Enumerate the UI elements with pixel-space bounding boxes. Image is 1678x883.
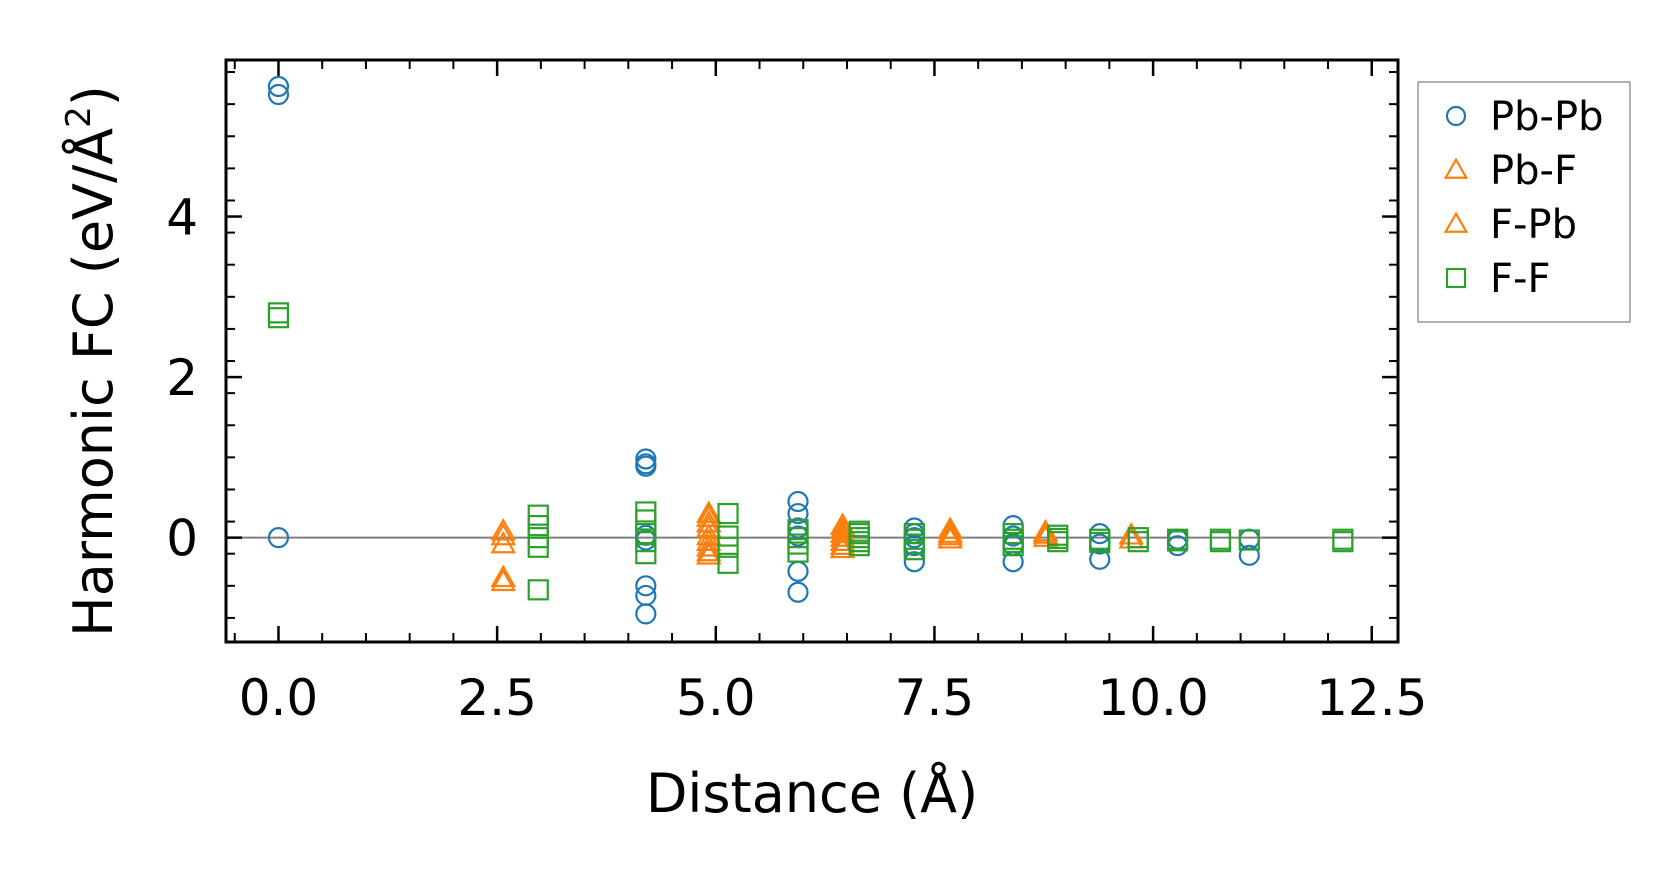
axes-frame <box>224 58 1400 644</box>
data-point <box>937 516 964 539</box>
data-point <box>490 518 517 541</box>
y-tick-label: 0 <box>166 510 198 568</box>
series-f-f <box>267 302 1354 601</box>
data-point <box>490 568 517 592</box>
tick-labels: 0.0 2.5 5.0 7.5 10.0 12.5 0 2 4 <box>166 189 1427 727</box>
data-point <box>787 541 809 563</box>
y-tick-label: 4 <box>166 189 198 247</box>
y-axis-label: Harmonic FC (eV/Å2) <box>59 85 125 637</box>
x-tick-label: 0.0 <box>239 669 319 727</box>
data-point <box>635 448 657 470</box>
axis-ticks <box>226 60 1398 642</box>
data-point <box>267 527 290 549</box>
data-point <box>1209 531 1232 553</box>
data-point <box>635 543 657 565</box>
data-point <box>1032 518 1059 542</box>
legend-marker <box>1445 267 1467 289</box>
legend-item-pb-f: Pb-F <box>1443 148 1577 194</box>
data-point <box>829 535 856 559</box>
data-point <box>1118 522 1145 545</box>
legend-marker <box>1443 211 1469 233</box>
data-point <box>903 539 925 561</box>
y-axis-label-end: ) <box>62 85 125 106</box>
data-point <box>267 307 290 329</box>
legend-item-pb-pb: Pb-Pb <box>1445 94 1603 140</box>
data-point <box>717 552 739 574</box>
data-point <box>1002 535 1024 557</box>
legend: Pb-Pb Pb-F F-Pb F-F <box>1417 81 1631 323</box>
data-point <box>937 526 964 549</box>
y-axis-label-superscript: 2 <box>59 106 99 128</box>
data-point <box>635 455 657 477</box>
data-point <box>490 522 517 546</box>
legend-box <box>1417 81 1631 323</box>
data-point <box>829 528 856 551</box>
data-point <box>829 520 856 543</box>
data-point <box>527 579 549 601</box>
legend-marker <box>1445 105 1467 127</box>
x-tick-label: 5.0 <box>676 669 756 727</box>
data-point <box>717 502 739 525</box>
data-point <box>1089 531 1111 554</box>
x-tick-label: 10.0 <box>1097 669 1208 727</box>
y-axis-label-main: Harmonic FC (eV/Å <box>61 128 125 637</box>
data-point <box>1047 531 1069 553</box>
data-point <box>635 603 657 625</box>
x-axis-label: Distance (Å) <box>646 761 978 825</box>
data-point <box>717 525 739 547</box>
data-point <box>937 522 964 546</box>
data-point <box>490 530 517 554</box>
x-tick-label: 12.5 <box>1316 669 1427 727</box>
series-pb-f <box>490 504 1145 588</box>
data-point <box>1238 529 1260 551</box>
data-point <box>848 535 870 557</box>
legend-item-f-f: F-F <box>1445 256 1550 302</box>
legend-label: Pb-Pb <box>1490 94 1603 140</box>
data-point <box>903 551 925 573</box>
data-point <box>1166 530 1189 552</box>
data-point <box>787 581 809 603</box>
data-point <box>490 564 517 588</box>
data-point <box>1032 524 1059 547</box>
data-point <box>937 520 964 543</box>
data-point <box>787 490 809 513</box>
data-point <box>717 536 739 558</box>
legend-label: Pb-F <box>1490 148 1577 194</box>
data-point <box>1332 531 1354 553</box>
data-point <box>787 502 809 525</box>
data-point <box>695 500 722 523</box>
y-tick-label: 2 <box>166 349 198 407</box>
plot-area <box>226 75 1398 625</box>
data-point <box>635 575 657 597</box>
data-point <box>635 531 657 553</box>
legend-label: F-Pb <box>1490 202 1577 248</box>
legend-item-f-pb: F-Pb <box>1443 202 1577 248</box>
data-point <box>829 516 856 539</box>
data-point <box>829 532 856 555</box>
data-point <box>695 528 722 551</box>
data-point <box>267 83 290 106</box>
x-tick-label: 7.5 <box>895 669 975 727</box>
data-point <box>1127 531 1149 553</box>
data-point <box>829 524 856 547</box>
data-point <box>527 536 549 558</box>
x-tick-label: 2.5 <box>457 669 537 727</box>
legend-marker <box>1443 157 1469 179</box>
data-point <box>695 538 722 562</box>
legend-label: F-F <box>1490 256 1550 302</box>
data-point <box>1238 544 1260 566</box>
data-point <box>695 534 722 557</box>
data-point <box>267 75 290 98</box>
data-point <box>527 514 549 537</box>
data-point <box>635 509 657 531</box>
data-point <box>695 542 722 565</box>
